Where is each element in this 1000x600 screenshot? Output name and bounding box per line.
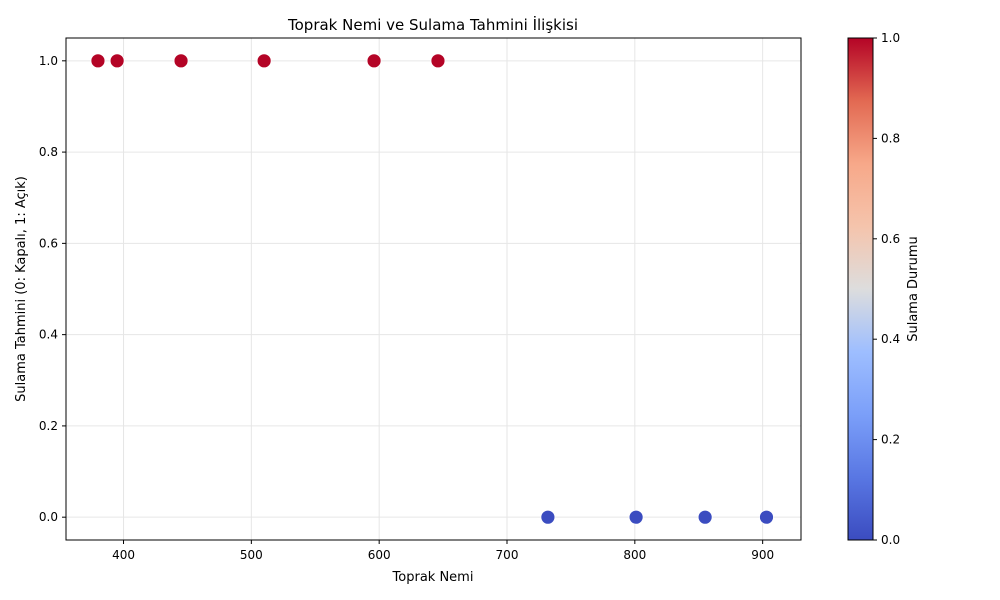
x-axis-ticks: 400 500 600 700 800 900 <box>112 540 774 562</box>
data-point <box>256 53 272 69</box>
plot-frame <box>65 37 802 541</box>
y-tick-label: 0.8 <box>39 145 58 159</box>
data-point <box>628 509 644 525</box>
x-tick-label: 900 <box>751 548 774 562</box>
colorbar-tick-label: 0.0 <box>881 533 900 547</box>
y-tick-label: 0.4 <box>39 328 58 342</box>
x-tick-label: 500 <box>240 548 263 562</box>
colorbar-tick-label: 0.4 <box>881 332 900 346</box>
y-tick-label: 0.0 <box>39 510 58 524</box>
colorbar-tick-label: 0.6 <box>881 232 900 246</box>
data-point <box>759 509 774 525</box>
x-tick-label: 700 <box>496 548 519 562</box>
y-tick-label: 0.2 <box>39 419 58 433</box>
data-point <box>173 53 189 69</box>
colorbar-tick-label: 0.2 <box>881 433 900 447</box>
y-tick-label: 0.6 <box>39 236 58 250</box>
colorbar-ticks: 0.0 0.2 0.4 0.6 0.8 1.0 <box>873 31 900 547</box>
colorbar <box>847 37 874 541</box>
data-point <box>366 53 382 69</box>
x-tick-label: 400 <box>112 548 135 562</box>
colorbar-tick-label: 1.0 <box>881 31 900 45</box>
data-point <box>109 53 125 69</box>
y-tick-label: 1.0 <box>39 54 58 68</box>
x-axis-label: Toprak Nemi <box>392 570 474 585</box>
chart-title: Toprak Nemi ve Sulama Tahmini İlişkisi <box>287 15 578 34</box>
grid-lines <box>66 38 801 540</box>
x-tick-label: 800 <box>623 548 646 562</box>
data-point <box>90 53 106 69</box>
data-point <box>540 509 556 525</box>
data-points <box>90 53 774 525</box>
y-axis-label: Sulama Tahmini (0: Kapalı, 1: Açık) <box>14 176 29 402</box>
x-tick-label: 600 <box>368 548 391 562</box>
data-point <box>430 53 446 69</box>
colorbar-label: Sulama Durumu <box>906 236 921 342</box>
colorbar-tick-label: 0.8 <box>881 131 900 145</box>
y-axis-ticks: 0.0 0.2 0.4 0.6 0.8 1.0 <box>39 54 66 524</box>
data-point <box>697 509 713 525</box>
